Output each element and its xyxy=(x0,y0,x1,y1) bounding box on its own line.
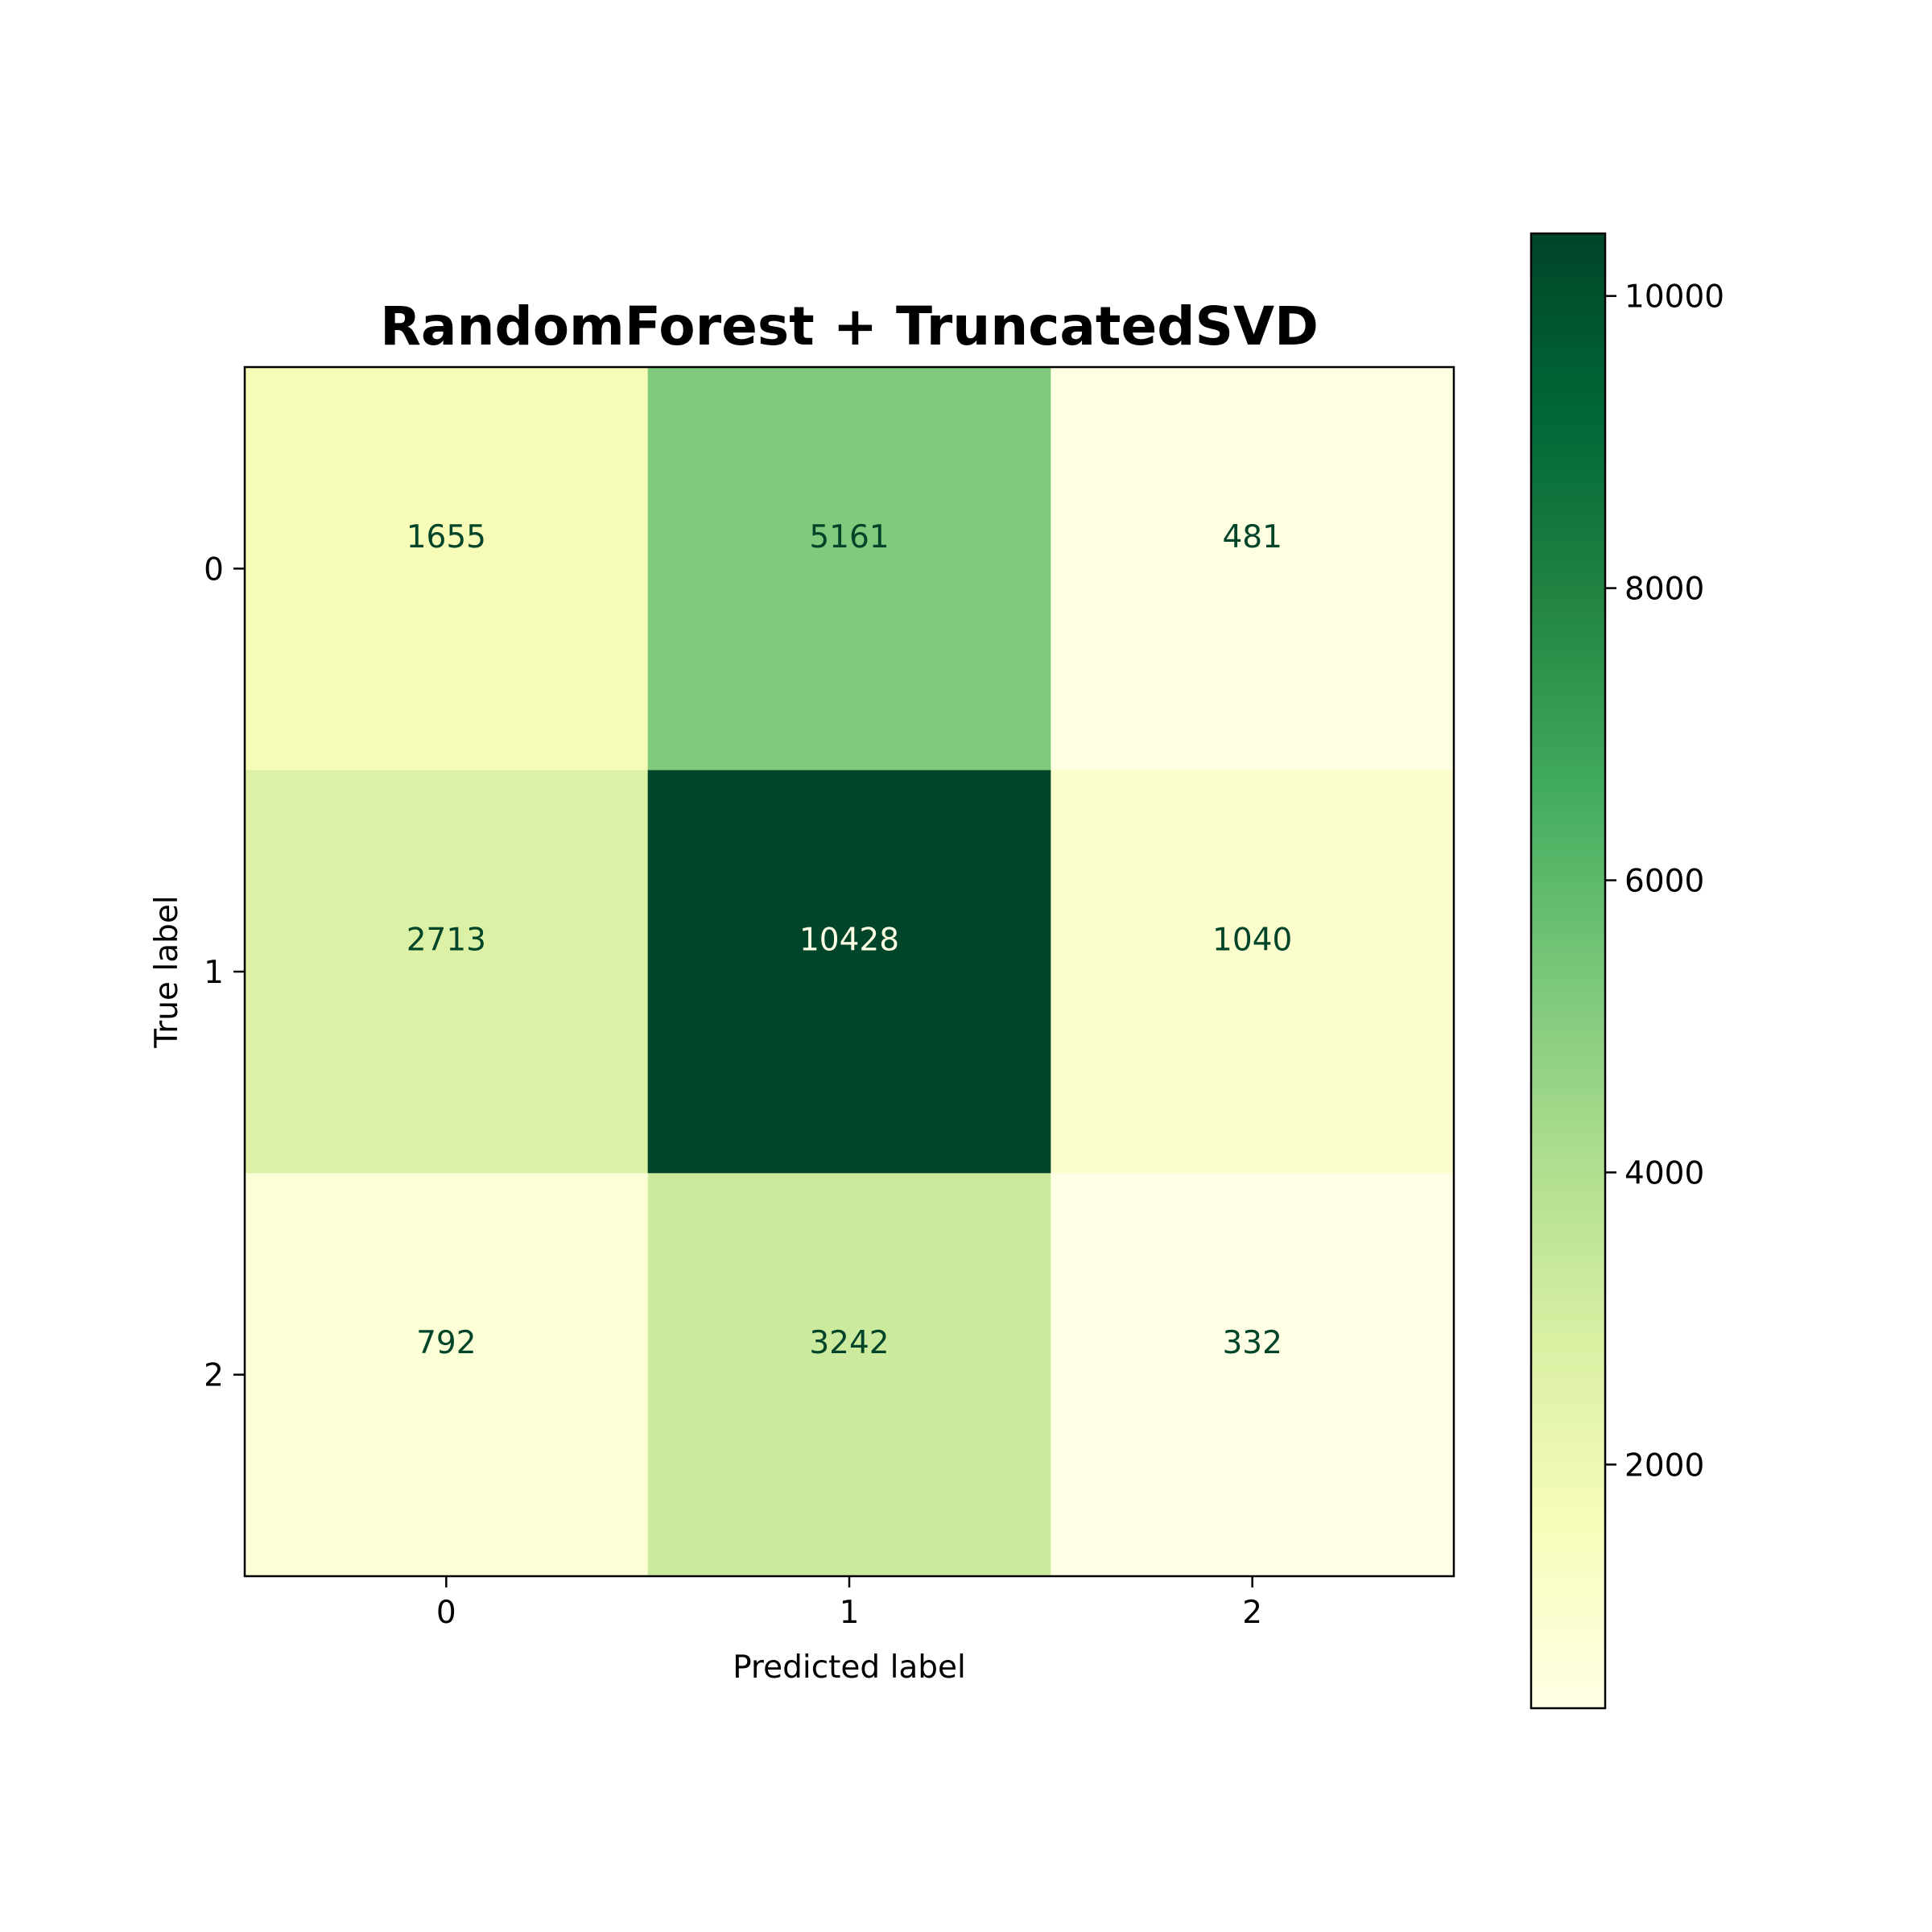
cell-value-label: 1655 xyxy=(407,519,486,555)
heatmap-cell xyxy=(245,1173,649,1577)
x-tick-label: 0 xyxy=(436,1595,456,1631)
heatmap-cell xyxy=(647,367,1051,771)
colorbar-tick-label: 2000 xyxy=(1624,1447,1704,1484)
cell-value-label: 10428 xyxy=(799,923,899,959)
cell-value-label: 5161 xyxy=(809,519,889,555)
x-tick-label: 1 xyxy=(840,1595,860,1631)
heatmap-cell xyxy=(647,1173,1051,1577)
y-tick-label: 2 xyxy=(204,1358,224,1394)
y-tick-label: 1 xyxy=(204,955,224,991)
x-axis-ticks: 0 1 2 xyxy=(436,1576,1262,1631)
heatmap-cell xyxy=(245,770,649,1174)
colorbar-tick-label: 8000 xyxy=(1624,572,1704,608)
colorbar xyxy=(1530,232,1607,1710)
heatmap-cell-labels: 1655 5161 481 2713 10428 1040 792 3242 332 xyxy=(407,519,1293,1361)
cell-value-label: 332 xyxy=(1222,1325,1282,1361)
colorbar-tick-label: 4000 xyxy=(1624,1155,1704,1191)
cell-value-label: 481 xyxy=(1222,519,1282,555)
colorbar-ticks: 2000 4000 6000 8000 10000 xyxy=(1605,279,1724,1484)
colorbar-tick-label: 10000 xyxy=(1624,279,1724,316)
colorbar-tick-label: 6000 xyxy=(1624,863,1704,899)
y-tick-label: 0 xyxy=(204,551,224,588)
heatmap-cell xyxy=(1051,367,1455,771)
heatmap-cell xyxy=(1051,1173,1455,1577)
cell-value-label: 2713 xyxy=(407,923,486,959)
heatmap-cell xyxy=(1051,770,1455,1174)
cell-value-label: 792 xyxy=(416,1325,476,1361)
x-axis-label: Predicted label xyxy=(733,1649,966,1686)
heatmap-cells xyxy=(245,367,1455,1577)
y-axis-label: True label xyxy=(149,895,185,1049)
heatmap-cell xyxy=(647,770,1051,1174)
heatmap-cell xyxy=(245,367,649,771)
cell-value-label: 1040 xyxy=(1212,923,1292,959)
chart-title: RandomForest + TruncatedSVD xyxy=(380,295,1319,357)
x-tick-label: 2 xyxy=(1242,1595,1262,1631)
cell-value-label: 3242 xyxy=(809,1325,889,1361)
y-axis-ticks: 0 1 2 xyxy=(204,551,245,1394)
